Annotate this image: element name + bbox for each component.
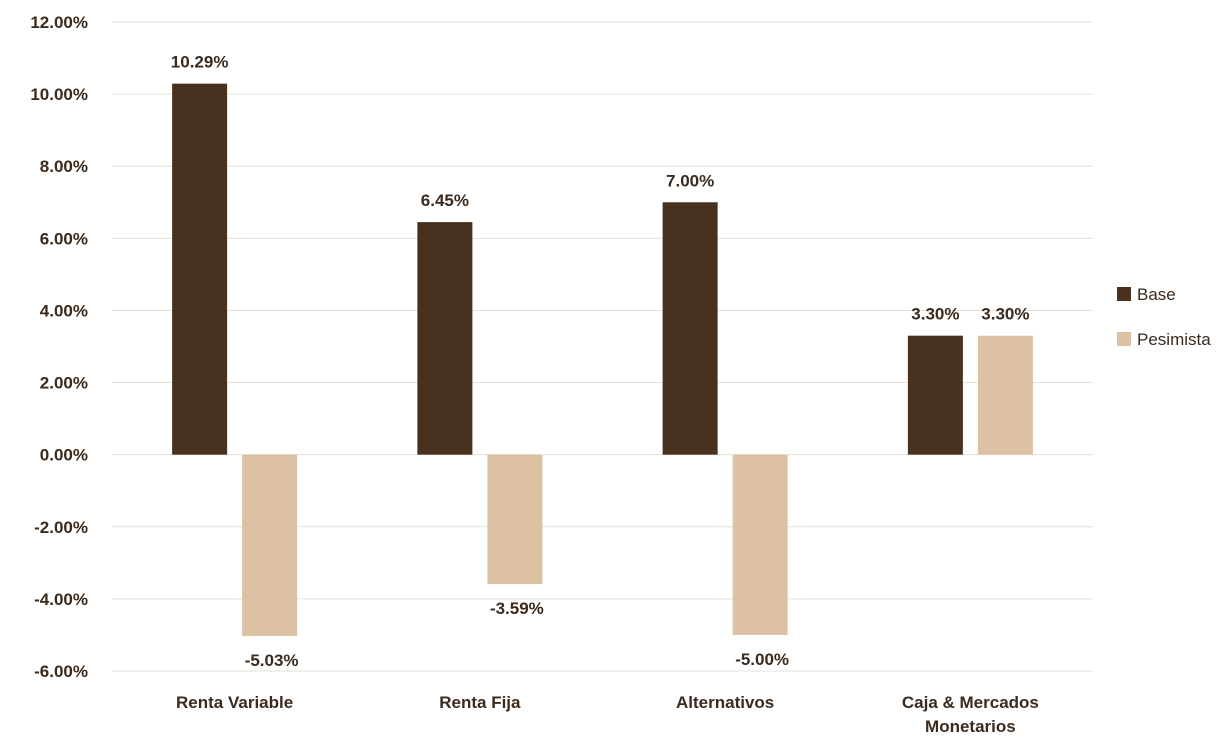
y-tick-label: -2.00%: [34, 518, 88, 537]
bar-base: [907, 335, 963, 455]
category-label: Renta Variable: [176, 693, 293, 712]
data-labels: 10.29% -5.03% 6.45% -3.59% 7.00% -5.00% 3.30% 3…: [171, 53, 1030, 670]
y-tick-label: 12.00%: [30, 13, 88, 32]
category-label: Alternativos: [676, 693, 774, 712]
bars: [172, 83, 1033, 637]
bar-pesimista: [487, 454, 543, 585]
legend: Base Pesimista: [1117, 285, 1211, 349]
y-tick-label: 4.00%: [40, 301, 88, 320]
data-label: 10.29%: [171, 53, 229, 72]
y-tick-label: 6.00%: [40, 229, 88, 248]
data-label: 3.30%: [911, 305, 959, 324]
category-label: Monetarios: [925, 717, 1016, 736]
x-axis: Renta Variable Renta Fija Alternativos Caja…: [176, 693, 1039, 736]
bar-base: [417, 222, 473, 455]
y-tick-label: 2.00%: [40, 374, 88, 393]
y-tick-label: -6.00%: [34, 662, 88, 681]
category-label: Caja & Mercados: [902, 693, 1039, 712]
data-label: -5.00%: [735, 650, 789, 669]
category-label: Renta Fija: [439, 693, 521, 712]
data-label: -3.59%: [490, 599, 544, 618]
data-label: 3.30%: [981, 305, 1029, 324]
data-label: 6.45%: [421, 191, 469, 210]
data-label: 7.00%: [666, 171, 714, 190]
y-tick-label: 10.00%: [30, 85, 88, 104]
legend-swatch: [1117, 332, 1131, 346]
bar-pesimista: [732, 454, 788, 635]
data-label: -5.03%: [245, 651, 299, 670]
bar-pesimista: [977, 335, 1033, 455]
y-tick-label: 8.00%: [40, 157, 88, 176]
y-axis: 12.00% 10.00% 8.00% 6.00% 4.00% 2.00% 0.00% -2.…: [30, 13, 88, 681]
y-tick-label: -4.00%: [34, 590, 88, 609]
legend-label: Base: [1137, 285, 1176, 304]
bar-base: [172, 83, 228, 455]
legend-swatch: [1117, 287, 1131, 301]
bar-base: [662, 202, 718, 455]
y-tick-label: 0.00%: [40, 446, 88, 465]
bar-pesimista: [242, 454, 298, 637]
legend-label: Pesimista: [1137, 330, 1211, 349]
